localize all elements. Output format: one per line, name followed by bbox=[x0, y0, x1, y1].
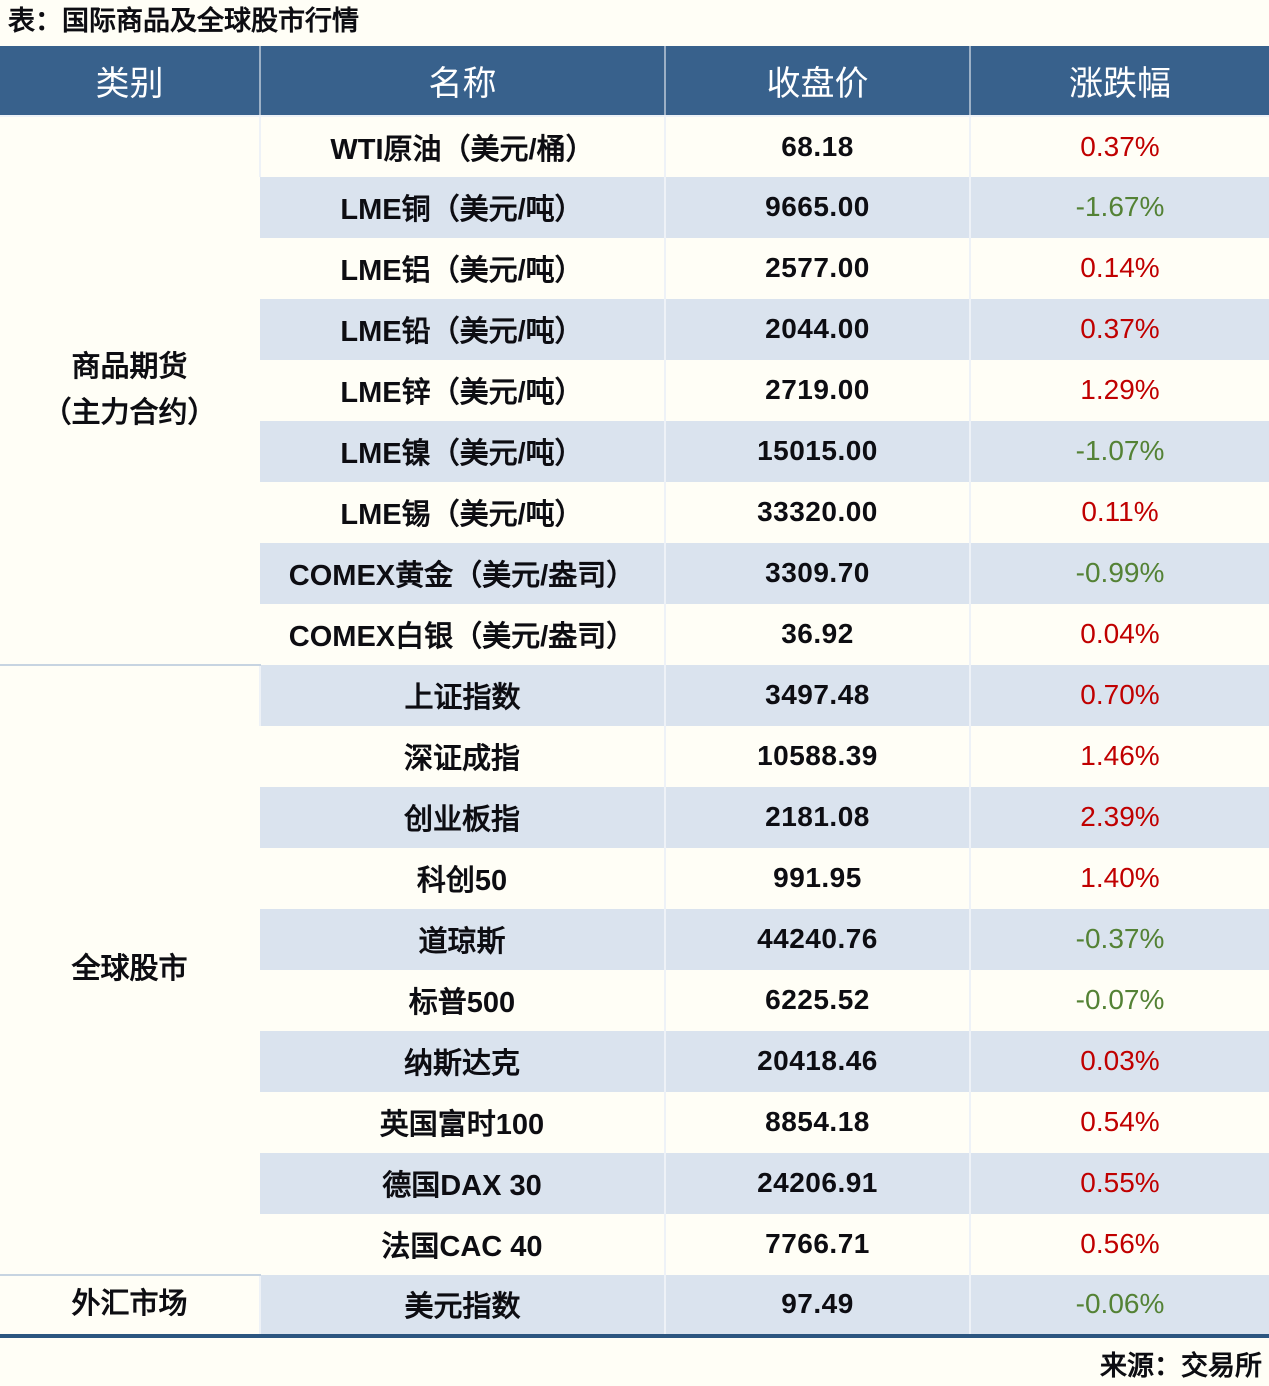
change-percent: 0.03% bbox=[969, 1030, 1269, 1092]
instrument-name: 德国DAX 30 bbox=[260, 1152, 665, 1214]
change-percent: 0.37% bbox=[969, 298, 1269, 360]
instrument-name: 道琼斯 bbox=[260, 908, 665, 970]
table-row: LME铅（美元/吨） 2044.00 0.37% bbox=[0, 298, 1269, 360]
instrument-name: 深证成指 bbox=[403, 743, 520, 776]
instrument-name: LME铅（美元/吨） bbox=[260, 298, 665, 360]
instrument-name: WTI原油（美元/桶） bbox=[259, 115, 665, 177]
closing-price: 2044.00 bbox=[664, 298, 970, 360]
table-row: LME铝（美元/吨） 2577.00 0.14% bbox=[0, 237, 1269, 299]
closing-price: 97.49 bbox=[664, 1274, 970, 1338]
instrument-name: 英国富时100 bbox=[379, 1109, 545, 1142]
instrument-name: COMEX白银（美元/盎司） bbox=[288, 621, 636, 654]
table-row: 科创50 991.95 1.40% bbox=[0, 847, 1269, 909]
page-title: 表：国际商品及全球股市行情 bbox=[8, 6, 359, 36]
category-cell: 全球股市 bbox=[0, 664, 260, 1276]
table-row: 标普500 6225.52 -0.07% bbox=[0, 969, 1269, 1031]
closing-price: 3309.70 bbox=[664, 542, 970, 604]
closing-price: 68.18 bbox=[664, 115, 970, 177]
instrument-name: 法国CAC 40 bbox=[381, 1231, 543, 1264]
category-cell: 外汇市场 bbox=[0, 1274, 260, 1338]
closing-price: 7766.71 bbox=[664, 1213, 970, 1275]
change-percent: 0.70% bbox=[969, 664, 1269, 726]
closing-price: 20418.46 bbox=[664, 1030, 970, 1092]
change-percent: 0.11% bbox=[969, 481, 1269, 543]
table-row: 法国CAC 40 7766.71 0.56% bbox=[0, 1213, 1269, 1275]
change-percent: 1.29% bbox=[969, 359, 1269, 421]
closing-price: 8854.18 bbox=[664, 1091, 970, 1153]
table-row: LME镍（美元/吨） 15015.00 -1.07% bbox=[0, 420, 1269, 482]
change-percent: -0.99% bbox=[969, 542, 1269, 604]
table-row: 德国DAX 30 24206.91 0.55% bbox=[0, 1152, 1269, 1214]
table-row: LME锡（美元/吨） 33320.00 0.11% bbox=[0, 481, 1269, 543]
change-percent: 2.39% bbox=[969, 786, 1269, 848]
source-note: 来源：交易所 bbox=[1100, 1350, 1262, 1381]
table-row: COMEX黄金（美元/盎司） 3309.70 -0.99% bbox=[0, 542, 1269, 604]
instrument-name: 创业板指 bbox=[260, 786, 665, 848]
instrument-name: 上证指数 bbox=[259, 664, 665, 726]
closing-price: 10588.39 bbox=[664, 725, 970, 787]
header-row: 类别 名称 收盘价 涨跌幅 bbox=[0, 45, 1269, 117]
closing-price: 24206.91 bbox=[664, 1152, 970, 1214]
change-percent: 1.40% bbox=[969, 847, 1269, 909]
change-percent: -0.37% bbox=[969, 908, 1269, 970]
closing-price: 15015.00 bbox=[664, 420, 970, 482]
instrument-name: LME铝（美元/吨） bbox=[340, 255, 584, 288]
column-header-name: 名称 bbox=[259, 45, 665, 117]
change-percent: 0.37% bbox=[969, 115, 1269, 177]
closing-price: 2577.00 bbox=[664, 237, 970, 299]
closing-price: 2719.00 bbox=[664, 359, 970, 421]
closing-price: 991.95 bbox=[664, 847, 970, 909]
column-header-close: 收盘价 bbox=[664, 45, 970, 117]
table-row: 全球股市 上证指数 3497.48 0.70% bbox=[0, 664, 1269, 1276]
table-row: 深证成指 10588.39 1.46% bbox=[0, 725, 1269, 787]
change-percent: -1.07% bbox=[969, 420, 1269, 482]
instrument-name: LME锡（美元/吨） bbox=[340, 499, 584, 532]
instrument-name: 标普500 bbox=[408, 987, 516, 1020]
instrument-name: 纳斯达克 bbox=[260, 1030, 665, 1092]
table-row: 纳斯达克 20418.46 0.03% bbox=[0, 1030, 1269, 1092]
change-percent: 0.56% bbox=[969, 1213, 1269, 1275]
table-row: 外汇市场 美元指数 97.49 -0.06% bbox=[0, 1274, 1269, 1338]
change-percent: 0.14% bbox=[969, 237, 1269, 299]
table-row: 道琼斯 44240.76 -0.37% bbox=[0, 908, 1269, 970]
closing-price: 36.92 bbox=[664, 603, 970, 665]
change-percent: 0.55% bbox=[969, 1152, 1269, 1214]
change-percent: -0.06% bbox=[969, 1274, 1269, 1338]
closing-price: 33320.00 bbox=[664, 481, 970, 543]
change-percent: -1.67% bbox=[969, 176, 1269, 238]
column-header-category: 类别 bbox=[0, 45, 260, 117]
table-header: 类别 名称 收盘价 涨跌幅 bbox=[0, 45, 1269, 117]
instrument-name: COMEX黄金（美元/盎司） bbox=[260, 542, 665, 604]
closing-price: 44240.76 bbox=[664, 908, 970, 970]
instrument-name: LME镍（美元/吨） bbox=[260, 420, 665, 482]
instrument-name: 科创50 bbox=[416, 865, 508, 898]
instrument-name: LME铜（美元/吨） bbox=[260, 176, 665, 238]
table-row: 商品期货 （主力合约） WTI原油（美元/桶） 68.18 0.37% bbox=[0, 115, 1269, 666]
table-row: LME锌（美元/吨） 2719.00 1.29% bbox=[0, 359, 1269, 421]
instrument-name: 美元指数 bbox=[259, 1274, 665, 1338]
change-percent: 0.54% bbox=[969, 1091, 1269, 1153]
change-percent: -0.07% bbox=[969, 969, 1269, 1031]
market-quotes-table: 类别 名称 收盘价 涨跌幅 商品期货 （主力合约） WTI原油（美元/桶） 68.1… bbox=[0, 45, 1269, 1338]
closing-price: 2181.08 bbox=[664, 786, 970, 848]
table-row: LME铜（美元/吨） 9665.00 -1.67% bbox=[0, 176, 1269, 238]
closing-price: 6225.52 bbox=[664, 969, 970, 1031]
table-row: COMEX白银（美元/盎司） 36.92 0.04% bbox=[0, 603, 1269, 665]
change-percent: 1.46% bbox=[969, 725, 1269, 787]
change-percent: 0.04% bbox=[969, 603, 1269, 665]
table-row: 创业板指 2181.08 2.39% bbox=[0, 786, 1269, 848]
closing-price: 9665.00 bbox=[664, 176, 970, 238]
instrument-name: LME锌（美元/吨） bbox=[340, 377, 584, 410]
column-header-change: 涨跌幅 bbox=[969, 45, 1269, 117]
category-cell: 商品期货 （主力合约） bbox=[0, 115, 260, 666]
closing-price: 3497.48 bbox=[664, 664, 970, 726]
table-row: 英国富时100 8854.18 0.54% bbox=[0, 1091, 1269, 1153]
table-body: 商品期货 （主力合约） WTI原油（美元/桶） 68.18 0.37% LME铜（美元/… bbox=[0, 115, 1269, 1338]
